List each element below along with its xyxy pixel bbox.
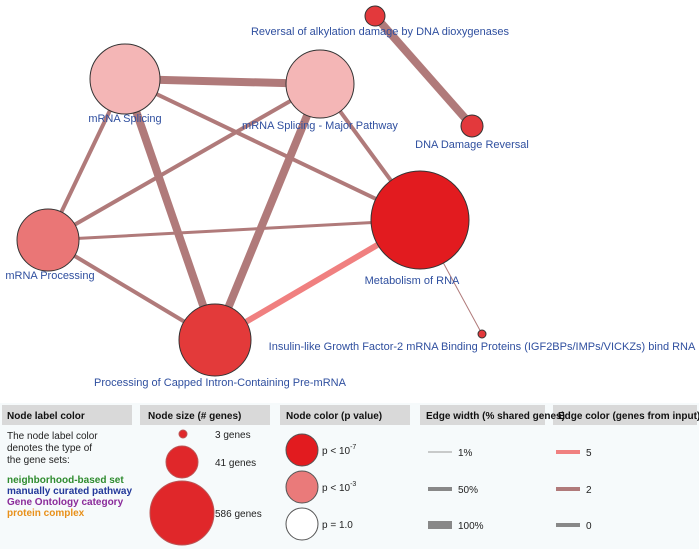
legend-category: neighborhood-based set: [7, 475, 124, 486]
legend-text: 0: [586, 521, 592, 532]
node-label: mRNA Splicing: [88, 113, 161, 125]
legend-text: p < 10-7: [322, 444, 356, 457]
node-label: mRNA Splicing - Major Pathway: [242, 120, 398, 132]
node-label: mRNA Processing: [5, 270, 94, 282]
legend-header-box: [2, 405, 132, 425]
legend-text: 2: [586, 485, 592, 496]
legend-header: Edge color (genes from input): [558, 411, 699, 422]
edge: [371, 13, 476, 129]
legend-text: 1%: [458, 448, 473, 459]
legend-text: 586 genes: [215, 509, 262, 520]
legend-exponent: -3: [350, 481, 356, 488]
node: [89, 43, 161, 115]
node-label: DNA Damage Reversal: [415, 139, 529, 151]
edge: [124, 77, 421, 222]
legend-color-swatch: [285, 433, 319, 467]
nodes: Reversal of alkylation damage by DNA dio…: [5, 5, 696, 389]
node: [364, 5, 386, 27]
edge: [211, 82, 324, 342]
edge: [47, 218, 421, 242]
legend-text: The node label color: [7, 431, 98, 442]
legend-exponent: -7: [350, 444, 356, 451]
legend-text: p = 1.0: [322, 520, 353, 531]
legend-category: Gene Ontology category: [7, 497, 124, 508]
legend-header: Node label color: [7, 411, 85, 422]
legend-header-box: [280, 405, 410, 425]
node-label: Processing of Capped Intron-Containing P…: [94, 377, 347, 389]
node: [178, 303, 252, 377]
legend-text: denotes the type of: [7, 443, 92, 454]
legend-category: manually curated pathway: [7, 486, 132, 497]
edge: [47, 82, 321, 242]
legend-color-swatch: [285, 507, 319, 541]
edge: [121, 77, 219, 342]
node-label: Metabolism of RNA: [365, 275, 460, 287]
legend-background: [0, 403, 699, 549]
legend-text: p < 10-3: [322, 481, 356, 494]
legend: Node label color Node size (# genes) Nod…: [0, 403, 699, 549]
legend-size-swatch: [149, 480, 215, 546]
node: [16, 208, 80, 272]
node: [477, 329, 487, 339]
legend-text: p < 10: [322, 483, 351, 494]
legend-text: p < 10: [322, 446, 351, 457]
node: [370, 170, 470, 270]
legend-text: 3 genes: [215, 430, 251, 441]
legend-text: 50%: [458, 485, 478, 496]
legend-category: protein complex: [7, 508, 85, 519]
legend-header: Node color (p value): [286, 411, 382, 422]
legend-header-box: [420, 405, 545, 425]
node: [460, 114, 484, 138]
node-label: Insulin-like Growth Factor-2 mRNA Bindin…: [269, 341, 696, 353]
legend-text: 100%: [458, 521, 484, 532]
legend-text: 41 genes: [215, 458, 256, 469]
legend-header-box: [553, 405, 697, 425]
legend-color-swatch: [285, 470, 319, 504]
legend-size-swatch: [165, 445, 199, 479]
legend-text: the gene sets:: [7, 455, 70, 466]
legend-text: 5: [586, 448, 592, 459]
node-label: Reversal of alkylation damage by DNA dio…: [251, 26, 510, 38]
legend-size-swatch: [178, 429, 188, 439]
node: [285, 49, 355, 119]
legend-header: Edge width (% shared genes): [426, 411, 565, 422]
legend-header: Node size (# genes): [148, 411, 241, 422]
legend-header-box: [140, 405, 270, 425]
